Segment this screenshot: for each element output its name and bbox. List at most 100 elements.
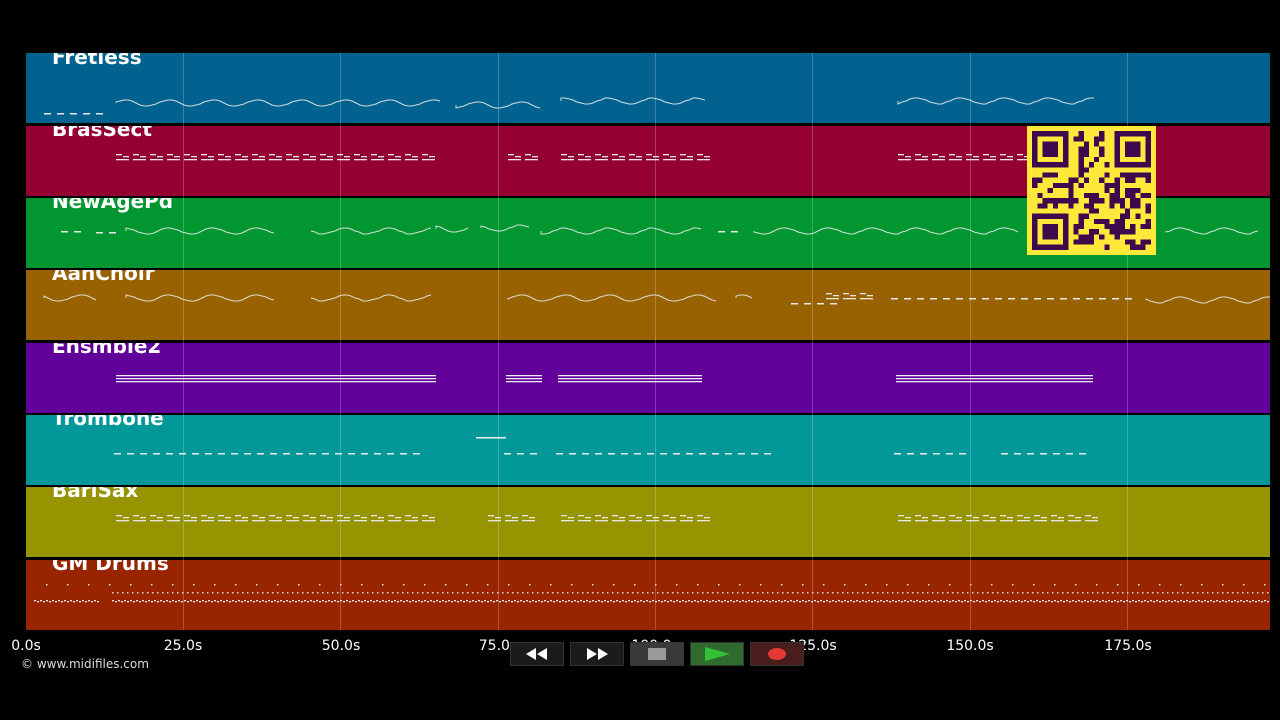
- note-mark: [492, 592, 494, 594]
- note-mark: [544, 600, 546, 602]
- track-name: Ensmble2: [52, 343, 162, 358]
- note-mark: [937, 592, 939, 594]
- note-mark: [388, 154, 394, 156]
- note-mark: [649, 601, 651, 603]
- time-tick-label: 75.0s: [478, 638, 518, 654]
- rewind-button[interactable]: [510, 642, 564, 666]
- note-mark: [592, 592, 594, 594]
- qr-module: [1125, 193, 1131, 199]
- note-mark: [853, 601, 855, 603]
- note-mark: [112, 600, 114, 602]
- note-mark: [970, 584, 972, 586]
- note-mark: [553, 601, 555, 603]
- note-mark: [214, 584, 216, 586]
- note-mark: [814, 600, 816, 602]
- note-mark: [988, 600, 990, 602]
- note-mark: [619, 156, 625, 158]
- note-mark: [1147, 592, 1149, 594]
- qr-module: [1140, 224, 1146, 230]
- qr-module: [1078, 234, 1084, 240]
- note-mark: [1079, 453, 1086, 455]
- qr-module: [1114, 187, 1120, 194]
- note-mark: [445, 601, 447, 603]
- note-mark: [118, 600, 120, 602]
- note-mark: [1186, 600, 1188, 602]
- note-mark: [140, 453, 147, 455]
- note-mark: [133, 159, 146, 161]
- note-mark: [172, 592, 174, 594]
- note-mark: [907, 453, 914, 455]
- note-mark: [775, 601, 777, 603]
- note-mark: [214, 600, 216, 602]
- piano-roll[interactable]: Fretless BrasSect NewAgePd AahChoir Ensm…: [26, 53, 1270, 630]
- note-mark: [1085, 515, 1091, 517]
- note-mark: [1000, 600, 1002, 602]
- qr-module: [1042, 203, 1048, 209]
- note-mark: [424, 584, 426, 586]
- note-mark: [586, 600, 588, 602]
- note-mark: [952, 592, 954, 594]
- note-mark: [407, 592, 409, 594]
- note-mark: [187, 601, 189, 603]
- transport-controls: [510, 642, 804, 668]
- note-mark: [736, 600, 738, 602]
- note-mark: [436, 600, 438, 602]
- note-mark: [629, 520, 642, 522]
- note-mark: [193, 584, 195, 586]
- track-lane-gm-drums[interactable]: GM Drums: [26, 560, 1270, 630]
- note-mark: [679, 601, 681, 603]
- stop-button[interactable]: [630, 642, 684, 666]
- qr-module: [1088, 239, 1095, 245]
- note-mark: [427, 601, 429, 603]
- track-lane-aahchoir[interactable]: AahChoir: [26, 270, 1270, 340]
- note-mark: [966, 159, 979, 161]
- note-mark: [718, 600, 720, 602]
- qr-module: [1052, 172, 1058, 178]
- note-mark: [157, 601, 159, 603]
- note-mark: [435, 225, 469, 233]
- note-mark: [167, 515, 173, 517]
- track-lane-fretless[interactable]: Fretless: [26, 53, 1270, 123]
- note-mark: [1210, 600, 1212, 602]
- note-mark: [540, 227, 702, 235]
- note-mark: [1142, 592, 1144, 594]
- note-mark: [1180, 584, 1182, 586]
- copyright-notice: © www.midifiles.com: [21, 657, 149, 671]
- note-mark: [364, 600, 366, 602]
- note-mark: [150, 159, 163, 161]
- note-mark: [43, 294, 97, 302]
- note-mark: [378, 517, 384, 519]
- note-mark: [352, 600, 354, 602]
- note-mark: [1047, 298, 1054, 300]
- note-mark: [125, 294, 275, 302]
- qr-module: [1104, 172, 1110, 178]
- note-mark: [327, 156, 333, 158]
- fast-forward-button[interactable]: [570, 642, 624, 666]
- note-mark: [320, 520, 333, 522]
- track-lane-barisax[interactable]: BariSax: [26, 487, 1270, 557]
- note-mark: [812, 592, 814, 594]
- note-mark: [1051, 601, 1053, 603]
- track-lane-trombone[interactable]: Trombone: [26, 415, 1270, 485]
- record-button[interactable]: [750, 642, 804, 666]
- note-mark: [259, 601, 261, 603]
- note-mark: [1105, 601, 1107, 603]
- note-mark: [127, 601, 129, 603]
- play-button[interactable]: [690, 642, 744, 666]
- note-mark: [856, 600, 858, 602]
- note-mark: [612, 592, 614, 594]
- note-mark: [242, 156, 248, 158]
- note-mark: [952, 600, 954, 602]
- note-mark: [319, 601, 321, 603]
- note-mark: [558, 375, 702, 377]
- note-mark: [1216, 600, 1218, 602]
- note-mark: [1015, 601, 1017, 603]
- note-mark: [1117, 601, 1119, 603]
- note-mark: [587, 592, 589, 594]
- play-icon: [705, 647, 730, 661]
- note-mark: [859, 601, 861, 603]
- note-mark: [1237, 601, 1239, 603]
- note-mark: [561, 154, 567, 156]
- note-mark: [116, 515, 122, 517]
- note-mark: [931, 601, 933, 603]
